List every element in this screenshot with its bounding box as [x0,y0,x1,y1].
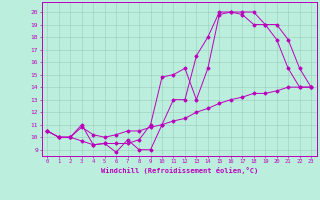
X-axis label: Windchill (Refroidissement éolien,°C): Windchill (Refroidissement éolien,°C) [100,167,258,174]
